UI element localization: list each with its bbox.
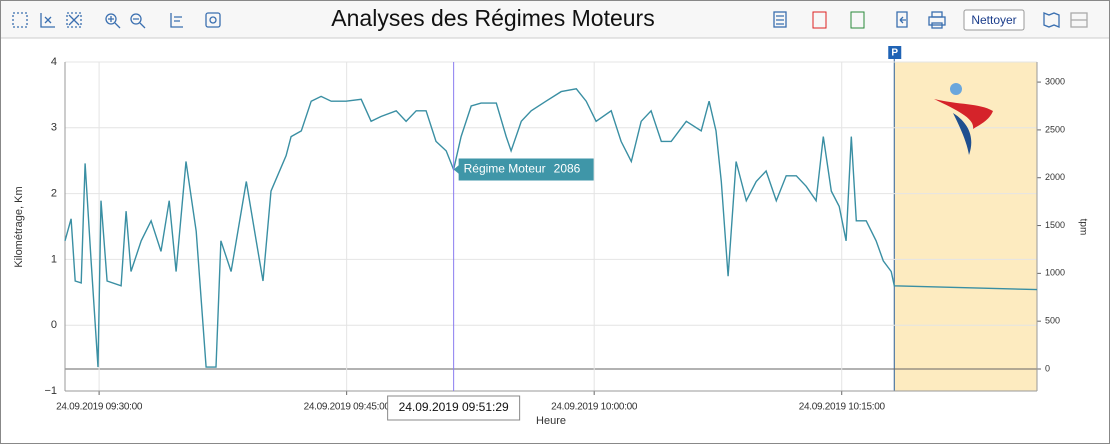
tooltip-box <box>458 158 594 181</box>
clear-button-label[interactable]: Nettoyer <box>971 13 1016 27</box>
logo <box>934 83 993 155</box>
clear-button[interactable] <box>963 9 1025 31</box>
chart-title: Analyses des Régimes Moteurs <box>331 5 654 31</box>
y2-tick-label: 2500 <box>1045 124 1065 134</box>
x-tick-label: 24.09.2019 09:30:00 <box>56 402 143 413</box>
parking-zone <box>894 62 1037 391</box>
tooltip-series-name: Régime Moteur <box>464 162 546 176</box>
cursor-label-box <box>387 395 521 421</box>
y-tick-label: 1 <box>51 253 57 265</box>
y2-axis-label: tpm <box>1077 219 1088 236</box>
y2-tick-label: 500 <box>1045 316 1060 326</box>
cursor-label: 24.09.2019 09:51:29 <box>399 400 509 414</box>
export-icons[interactable] <box>812 11 865 29</box>
x-tick-label: 24.09.2019 09:45:00 <box>304 402 391 413</box>
tooltip-pointer <box>453 164 460 175</box>
y-tick-label: 3 <box>51 122 57 134</box>
tooltip-value: 2086 <box>554 162 581 176</box>
x-tick-label: 24.09.2019 10:00:00 <box>551 402 638 413</box>
plot: P −1 0 1 2 3 4 0 500 1000 1500 2000 2500 3000 24.09.20… <box>44 46 1065 421</box>
y-tick-label: 0 <box>51 319 57 331</box>
x-axis-label: Heure <box>536 415 566 427</box>
y-tick-label: 4 <box>51 56 57 68</box>
tooltip-text: Régime Moteur 2086 <box>464 162 581 176</box>
x-tick-label: 24.09.2019 10:15:00 <box>799 402 886 413</box>
y2-tick-label: 1000 <box>1045 268 1065 278</box>
y-tick-label: 2 <box>51 188 57 200</box>
y2-tick-label: 2000 <box>1045 172 1065 182</box>
y-axis-label: Kilométrage, Km <box>13 186 25 267</box>
toolbar-icons[interactable] <box>12 11 1088 29</box>
y2-tick-label: 0 <box>1045 363 1050 373</box>
y-tick-label: −1 <box>44 385 57 397</box>
y2-tick-label: 1500 <box>1045 220 1065 230</box>
toolbar <box>1 1 1109 38</box>
series-line <box>64 88 1038 368</box>
y2-tick-label: 3000 <box>1045 76 1065 86</box>
parking-label: P <box>891 48 898 59</box>
parking-badge <box>888 46 902 59</box>
